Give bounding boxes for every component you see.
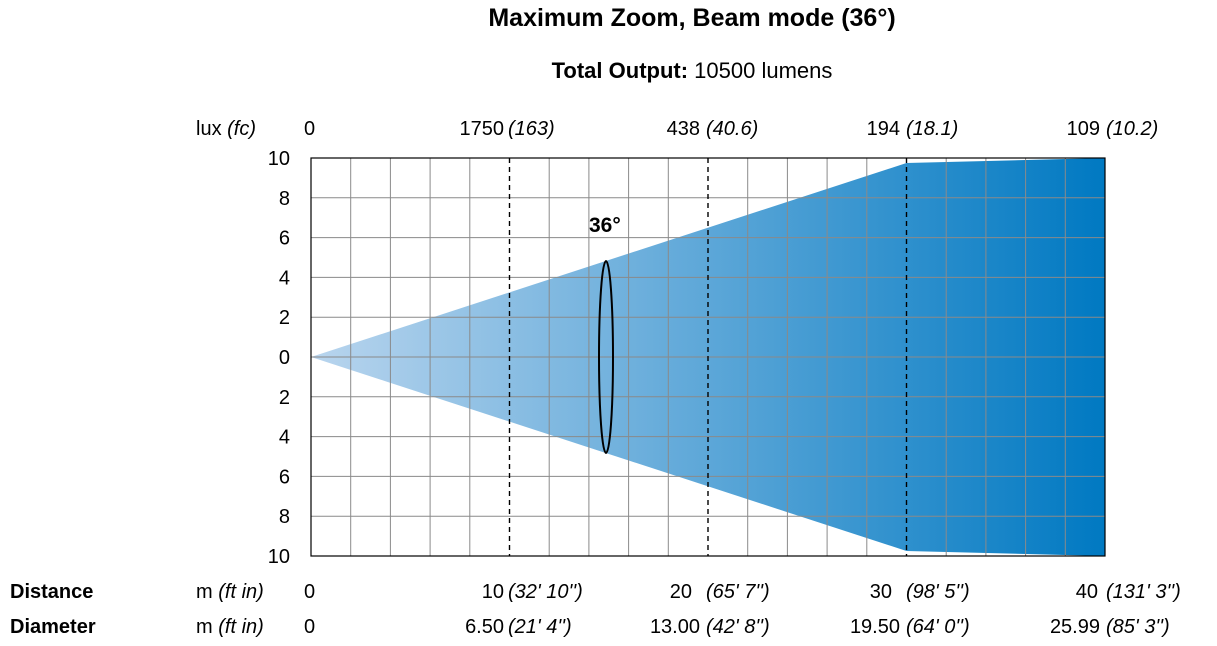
distance-ft-2: (65' 7'') [706, 581, 770, 603]
diameter-ft-3: (64' 0'') [906, 616, 970, 638]
beam-angle-label: 36° [589, 214, 621, 237]
fc-value-3: (18.1) [906, 118, 959, 140]
lux-value-4: 109 [1066, 118, 1100, 140]
diameter-value-2: 13.00 [649, 616, 700, 638]
total-output-value: 10500 lumens [694, 58, 833, 83]
fc-value-4: (10.2) [1106, 118, 1159, 140]
lux-value-1: 1750 [459, 118, 505, 140]
distance-value-0: 0 [304, 581, 316, 603]
distance-unit-label: m (ft in) [196, 581, 264, 603]
chart-subtitle: Total Output: 10500 lumens [0, 58, 1217, 84]
y-tick-label: 10 [268, 148, 290, 170]
total-output-label: Total Output: [551, 58, 689, 83]
plot-frame [310, 157, 1106, 557]
diameter-row-label: Diameter [10, 616, 96, 638]
distance-ft-4: (131' 3'') [1106, 581, 1181, 603]
beam-angle-ellipse [598, 260, 614, 454]
diameter-ft-1: (21' 4'') [508, 616, 572, 638]
lux-unit-label: lux (fc) [196, 118, 257, 140]
lux-value-2: 438 [666, 118, 700, 140]
diameter-value-0: 0 [304, 616, 316, 638]
diameter-value-1: 6.50 [465, 616, 504, 638]
y-tick-label: 4 [279, 267, 290, 289]
diameter-value-3: 19.50 [849, 616, 900, 638]
fc-value-1: (163) [508, 118, 555, 140]
distance-value-4: 40 [1075, 581, 1098, 603]
y-tick-label: 2 [279, 387, 290, 409]
distance-value-2: 20 [669, 581, 692, 603]
y-tick-label: 4 [279, 427, 290, 449]
diameter-ft-2: (42' 8'') [706, 616, 770, 638]
lux-value-0: 0 [304, 118, 316, 140]
y-tick-label: 6 [279, 228, 290, 250]
distance-row-label: Distance [10, 581, 94, 603]
y-tick-label: 6 [279, 466, 290, 488]
distance-ft-3: (98' 5'') [906, 581, 970, 603]
y-tick-label: 8 [279, 188, 290, 210]
lux-value-3: 194 [866, 118, 900, 140]
distance-markers [508, 158, 908, 556]
diameter-ft-4: (85' 3'') [1106, 616, 1170, 638]
distance-value-1: 10 [481, 581, 504, 603]
diameter-unit-label: m (ft in) [196, 616, 264, 638]
fc-value-2: (40.6) [706, 118, 759, 140]
y-tick-label: 8 [279, 506, 290, 528]
distance-ft-1: (32' 10'') [508, 581, 583, 603]
y-tick-label: 10 [268, 546, 290, 568]
diameter-value-4: 25.99 [1049, 616, 1100, 638]
y-tick-label: 2 [279, 307, 290, 329]
y-axis-ticks: 10 8 6 4 2 0 2 4 6 8 10 [268, 148, 290, 568]
y-tick-label: 0 [279, 347, 290, 369]
chart-title: Maximum Zoom, Beam mode (36°) [488, 4, 896, 32]
distance-value-3: 30 [869, 581, 892, 603]
